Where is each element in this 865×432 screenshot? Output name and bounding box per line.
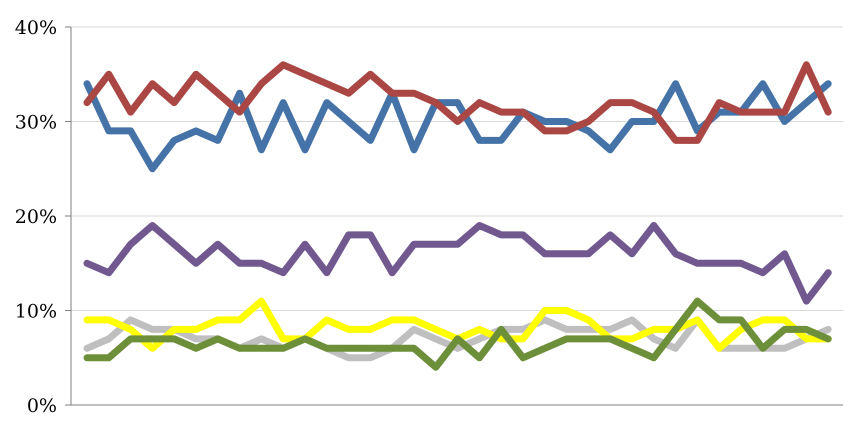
- series-line-6: [83, 297, 832, 371]
- y-axis-tick-label: 30%: [15, 112, 57, 134]
- y-axis-tick-label: 0%: [27, 395, 57, 417]
- y-axis-tick-label: 40%: [15, 17, 57, 39]
- gridlines: [71, 26, 843, 311]
- series-line-2: [83, 61, 832, 144]
- y-axis-tick-labels: 0% 10% 20% 30% 40%: [15, 17, 57, 417]
- series-line-1: [83, 80, 832, 173]
- series-line-3: [83, 222, 832, 305]
- series-lines: [83, 61, 832, 371]
- y-axis-tick-label: 10%: [15, 301, 57, 323]
- y-axis-tick-label: 20%: [15, 206, 57, 228]
- axes: [65, 26, 843, 406]
